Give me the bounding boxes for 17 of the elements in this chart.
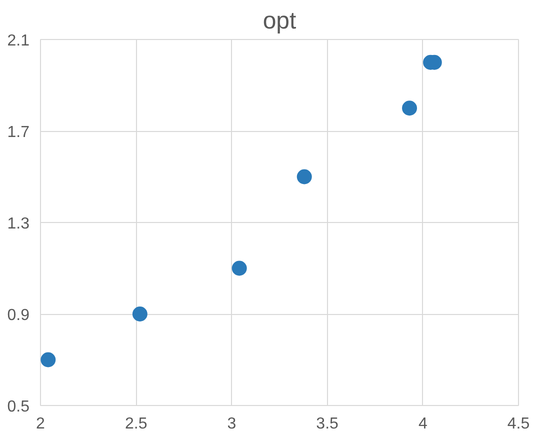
point bbox=[402, 100, 418, 116]
x-tick-label: 4.5 bbox=[507, 416, 530, 432]
point bbox=[232, 260, 247, 276]
y-tick-label: 2.1 bbox=[7, 32, 30, 50]
y-tick-label: 0.5 bbox=[7, 398, 30, 416]
y-tick-label: 1.3 bbox=[7, 216, 30, 232]
point bbox=[296, 169, 312, 184]
x-tick-label: 2.5 bbox=[124, 416, 148, 432]
chart-title: opt bbox=[262, 8, 297, 34]
y-tick-label: 0.9 bbox=[7, 307, 30, 324]
y-tick-label: 1.7 bbox=[7, 124, 30, 141]
x-tick-label: 3 bbox=[227, 416, 236, 432]
point bbox=[132, 306, 148, 322]
point bbox=[40, 352, 56, 368]
x-tick-label: 3.5 bbox=[316, 416, 339, 432]
x-tick-label: 2 bbox=[36, 416, 46, 432]
x-tick-label: 4 bbox=[418, 416, 428, 432]
